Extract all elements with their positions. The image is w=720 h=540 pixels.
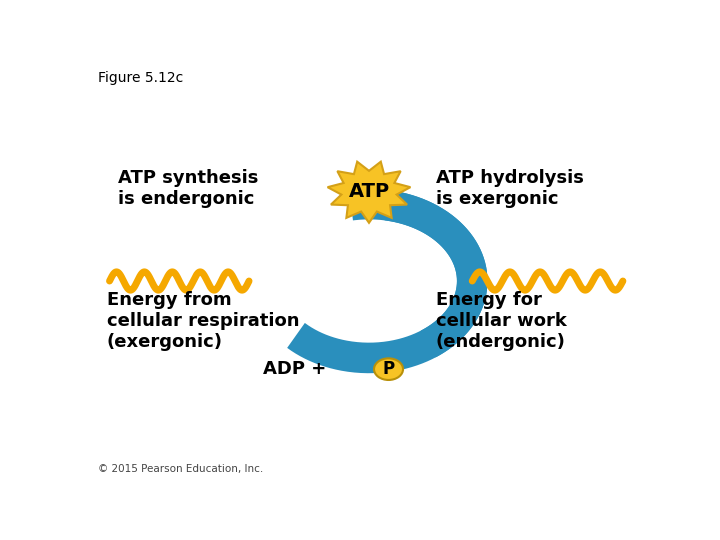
Text: ADP +: ADP + bbox=[264, 360, 333, 378]
Text: ATP synthesis
is endergonic: ATP synthesis is endergonic bbox=[118, 168, 258, 207]
Text: Energy for
cellular work
(endergonic): Energy for cellular work (endergonic) bbox=[436, 292, 567, 351]
Text: Figure 5.12c: Figure 5.12c bbox=[99, 71, 184, 85]
Text: © 2015 Pearson Education, Inc.: © 2015 Pearson Education, Inc. bbox=[99, 464, 264, 474]
Text: ATP hydrolysis
is exergonic: ATP hydrolysis is exergonic bbox=[436, 168, 584, 207]
Text: ATP: ATP bbox=[348, 182, 390, 201]
Circle shape bbox=[374, 359, 403, 380]
Text: Energy from
cellular respiration
(exergonic): Energy from cellular respiration (exergo… bbox=[107, 292, 300, 351]
Text: P: P bbox=[382, 360, 395, 378]
Polygon shape bbox=[328, 161, 410, 223]
